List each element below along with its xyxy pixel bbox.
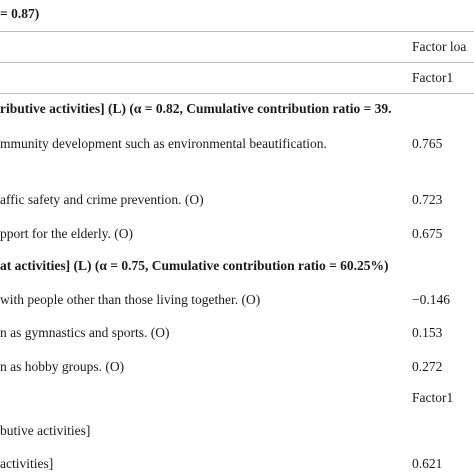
header-bottom-rule xyxy=(0,93,474,94)
table-row-item: n as gymnastics and sports. (O) xyxy=(0,325,170,340)
section-heading-contributive: ributive activities] (L) (α = 0.82, Cumu… xyxy=(0,101,392,116)
table-row-item: mmunity development such as environmenta… xyxy=(0,136,327,151)
header-divider-rule xyxy=(0,62,474,63)
section-heading-activities: at activities] (L) (α = 0.75, Cumulative… xyxy=(0,258,389,273)
table-row-value: 0.153 xyxy=(412,325,443,340)
table-row-value: 0.723 xyxy=(412,192,443,207)
table-row-item: activities] xyxy=(0,456,54,471)
table-row-item: affic safety and crime prevention. (O) xyxy=(0,192,204,207)
table-caption-fragment: = 0.87) xyxy=(0,6,40,21)
table-row-item: n as hobby groups. (O) xyxy=(0,359,125,374)
table-row-value: 0.765 xyxy=(412,136,443,151)
table-row-value: 0.621 xyxy=(412,456,443,471)
table-top-rule xyxy=(0,31,474,32)
factor-loading-header: Factor loa xyxy=(412,39,467,54)
table-row-item: pport for the elderly. (O) xyxy=(0,226,133,241)
factor1-column-header-lower: Factor1 xyxy=(412,390,454,405)
table-row-value: 0.675 xyxy=(412,226,443,241)
table-row-item: butive activities] xyxy=(0,423,91,438)
table-row-value: −0.146 xyxy=(412,292,450,307)
factor1-column-header: Factor1 xyxy=(412,70,454,85)
table-row-item: with people other than those living toge… xyxy=(0,292,261,307)
table-row-value: 0.272 xyxy=(412,359,443,374)
